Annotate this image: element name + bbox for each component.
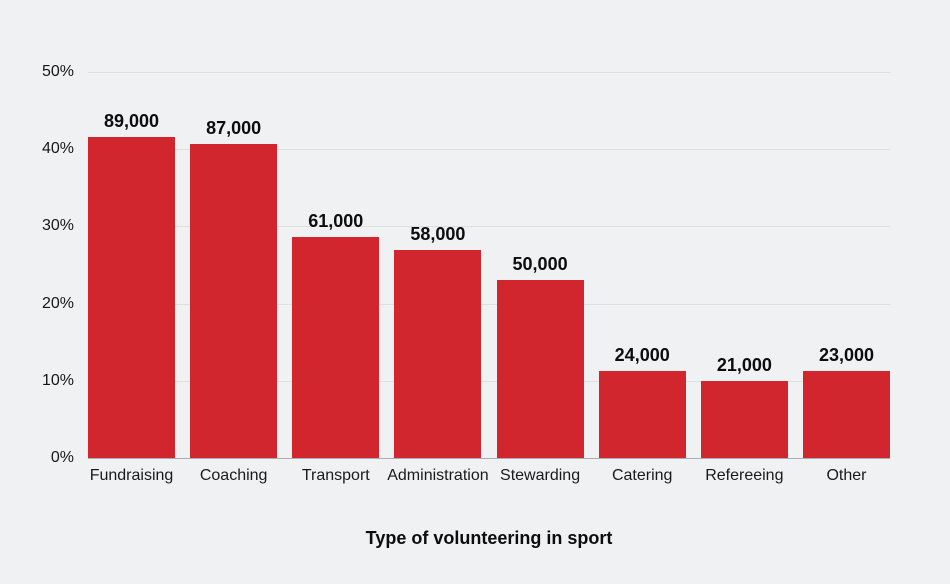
- bar-fundraising: [88, 136, 175, 458]
- x-tick-label: Coaching: [199, 467, 268, 484]
- y-tick-label: 10%: [41, 371, 74, 389]
- y-tick-label: 30%: [41, 217, 74, 235]
- chart-title: Type of volunteering in sport: [365, 528, 613, 548]
- y-tick-label: 50%: [41, 63, 74, 80]
- bar-slot-administration: 58,000 Administration: [387, 72, 488, 484]
- x-tick-label: Refereeing: [705, 467, 784, 484]
- x-axis-line: [88, 458, 890, 459]
- bar-slot-other: 23,000 Other: [802, 72, 890, 484]
- gridline-30: [88, 226, 890, 228]
- bar-slot-stewarding: 50,000 Stewarding: [496, 72, 584, 484]
- bar-value-label: 87,000: [206, 117, 262, 138]
- bar-slot-catering: 24,000 Catering: [598, 72, 686, 484]
- gridline-50: [88, 72, 890, 73]
- gridline-20: [88, 303, 890, 305]
- x-tick-label: Stewarding: [500, 467, 581, 484]
- bar-value-label: 21,000: [716, 354, 772, 375]
- bar-slot-transport: 61,000 Transport: [292, 72, 380, 484]
- y-tick-label: 20%: [41, 294, 74, 312]
- bar-slot-coaching: 87,000 Coaching: [190, 72, 278, 484]
- gridline-10: [88, 380, 890, 382]
- bar-other: [802, 370, 890, 458]
- bar-value-label: 89,000: [103, 110, 160, 131]
- x-tick-label: Other: [826, 467, 867, 484]
- bar-stewarding: [496, 280, 584, 458]
- bar-value-label: 58,000: [410, 223, 466, 244]
- gridline-40: [88, 149, 890, 151]
- bar-value-label: 61,000: [308, 211, 364, 232]
- bar-slot-refereeing: 21,000 Refereeing: [700, 72, 788, 484]
- x-tick-label: Administration: [387, 467, 489, 484]
- bar-refereeing: [700, 380, 788, 458]
- x-tick-label: Catering: [611, 467, 673, 484]
- bar-value-label: 24,000: [614, 344, 670, 365]
- x-tick-label: Fundraising: [89, 467, 174, 484]
- bars-row: 89,000 Fundraising 87,000 Coaching 61,000 Tra…: [88, 72, 890, 484]
- bar-catering: [598, 370, 686, 458]
- x-tick-label: Transport: [301, 467, 370, 484]
- bar-value-label: 50,000: [512, 254, 568, 275]
- bar-administration: [394, 249, 482, 458]
- y-tick-label: 40%: [41, 140, 74, 158]
- bar-slot-fundraising: 89,000 Fundraising: [88, 72, 175, 484]
- plot-area: 50% 40% 30% 20% 10% 0% 89,000 Fundraising 87,000…: [42, 64, 890, 484]
- bar-transport: [292, 237, 380, 458]
- bar-coaching: [190, 143, 278, 458]
- y-tick-label: 0%: [50, 449, 74, 466]
- bar-value-label: 23,000: [818, 344, 875, 365]
